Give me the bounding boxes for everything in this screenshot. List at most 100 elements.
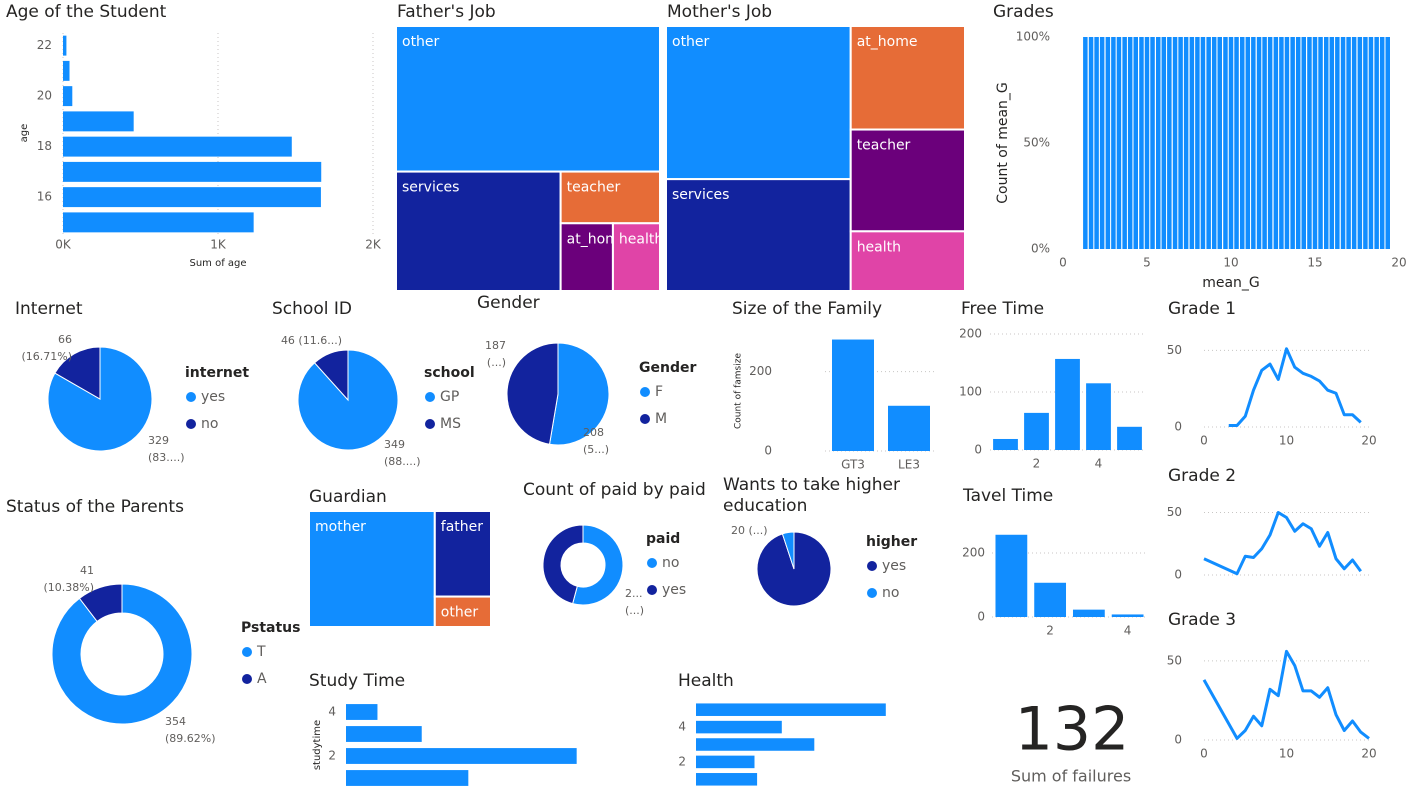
bar <box>63 86 73 107</box>
bar <box>1161 37 1167 249</box>
data-label: 2... (...) <box>625 587 645 617</box>
bar <box>1088 37 1094 249</box>
x-tick-label: 2K <box>365 238 382 252</box>
bar <box>1034 582 1067 617</box>
bar <box>63 136 292 157</box>
bar <box>1251 37 1256 249</box>
bar <box>1117 426 1142 450</box>
x-tick-label: GT3 <box>841 458 865 472</box>
bar <box>1217 37 1222 249</box>
x-tick-label: LE3 <box>898 458 920 472</box>
y-tick-label: 200 <box>962 546 985 560</box>
tile <box>395 25 661 173</box>
x-tick-label: 4 <box>1124 624 1132 638</box>
bar <box>63 161 322 182</box>
bar <box>1301 37 1306 249</box>
chart-title: Guardian <box>309 487 387 507</box>
tile-label: mother <box>315 519 366 535</box>
bar <box>1324 37 1329 249</box>
tile-label: services <box>402 180 459 196</box>
bar <box>1295 37 1301 249</box>
bar <box>995 534 1028 617</box>
chart-title: Status of the Parents <box>6 497 184 517</box>
legend-label: no <box>882 585 899 601</box>
tile <box>611 222 661 293</box>
bar <box>346 770 469 786</box>
y-axis-title: studytime <box>312 720 323 770</box>
line <box>1202 649 1370 740</box>
chart-title: School ID <box>272 299 352 319</box>
chart-title: Grade 1 <box>1168 299 1237 319</box>
x-axis-title: mean_G <box>1202 275 1260 291</box>
bar <box>1144 37 1150 249</box>
slice <box>313 349 349 402</box>
tile <box>665 25 852 181</box>
legend-label: MS <box>440 416 461 432</box>
legend-marker <box>867 588 877 598</box>
tile-label: other <box>672 34 710 50</box>
card-value: 132 <box>1015 695 1130 765</box>
bar <box>1083 37 1088 249</box>
bar <box>1284 37 1290 249</box>
bar <box>1172 37 1178 249</box>
bar <box>1116 37 1122 249</box>
bar <box>1329 37 1335 249</box>
bar <box>1211 37 1217 249</box>
chart-title: Mother's Job <box>667 2 773 22</box>
x-tick-label: 0 <box>1059 256 1067 270</box>
tile <box>559 222 614 293</box>
legend-label: T <box>256 644 266 660</box>
legend-label: M <box>655 411 667 427</box>
tile <box>433 510 493 598</box>
tile-label: other <box>402 34 440 50</box>
bar <box>696 738 815 751</box>
legend-marker <box>640 414 650 424</box>
tile <box>849 230 966 293</box>
bar <box>1385 37 1390 249</box>
y-tick-label: 0 <box>1174 733 1182 747</box>
y-tick-label: 50 <box>1167 653 1182 667</box>
bar <box>63 35 67 56</box>
bar <box>346 748 577 764</box>
legend-title: Gender <box>639 360 696 376</box>
legend-marker <box>186 392 196 402</box>
chart-title: Free Time <box>961 299 1045 319</box>
chart-title: Health <box>678 671 734 691</box>
data-label: 187 (...) <box>485 339 506 369</box>
legend-marker <box>647 585 657 595</box>
slice <box>542 524 584 605</box>
tile-label: other <box>441 605 479 621</box>
bar <box>1133 37 1138 249</box>
y-axis-title: Count of famsize <box>734 353 744 429</box>
y-tick-label: 0 <box>977 610 985 624</box>
x-tick-label: 20 <box>1391 256 1406 270</box>
chart-title: Grade 3 <box>1168 610 1237 630</box>
legend-marker <box>647 558 657 568</box>
y-tick-label: 2 <box>328 749 336 763</box>
bar <box>696 755 755 769</box>
x-tick-label: 15 <box>1307 256 1322 270</box>
bar <box>888 405 930 451</box>
bar <box>1318 37 1323 249</box>
tile <box>665 178 852 292</box>
x-tick-label: 0 <box>1200 434 1208 448</box>
x-tick-label: 4 <box>1095 457 1103 471</box>
bar <box>993 438 1018 450</box>
chart-title: Internet <box>15 299 83 319</box>
y-tick-label: 4 <box>678 720 686 734</box>
legend-label: no <box>201 416 218 432</box>
y-tick-label: 0 <box>764 444 772 458</box>
bar <box>1195 37 1200 249</box>
bar <box>1122 37 1127 249</box>
bar <box>1024 412 1049 450</box>
chart-title: Size of the Family <box>732 299 883 319</box>
data-label: 208 (5...) <box>583 426 610 456</box>
bar <box>1273 37 1279 249</box>
bar <box>1335 37 1340 249</box>
line <box>1203 511 1362 576</box>
bar <box>832 339 874 451</box>
bar <box>346 726 422 742</box>
legend-marker <box>186 419 196 429</box>
data-label: 46 (11.6...) <box>280 334 342 347</box>
